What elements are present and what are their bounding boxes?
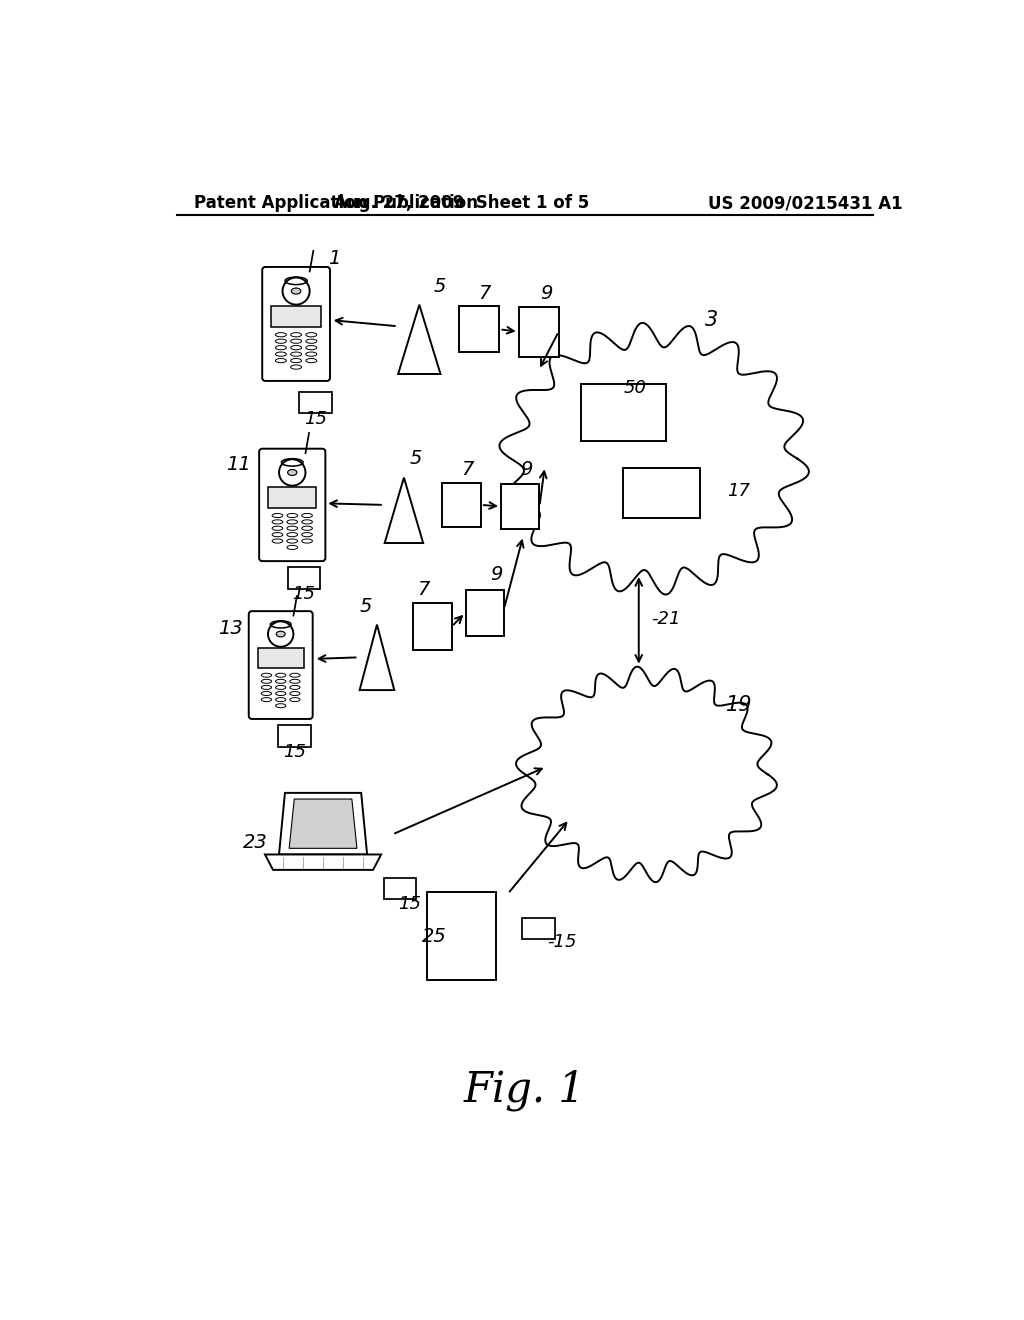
- Text: -15: -15: [547, 933, 577, 952]
- Text: 9: 9: [541, 284, 553, 302]
- Polygon shape: [279, 793, 367, 854]
- Text: 19: 19: [726, 696, 752, 715]
- Ellipse shape: [292, 288, 301, 294]
- Text: 17: 17: [727, 482, 751, 500]
- Text: 1: 1: [329, 249, 341, 268]
- FancyBboxPatch shape: [262, 267, 330, 381]
- Bar: [271, 306, 321, 327]
- Text: -21: -21: [651, 610, 681, 628]
- Text: 15: 15: [304, 409, 327, 428]
- Polygon shape: [516, 667, 777, 882]
- Bar: [268, 487, 316, 508]
- Bar: [624, 469, 700, 519]
- Bar: [279, 725, 310, 747]
- Bar: [427, 892, 497, 981]
- Bar: [299, 392, 332, 413]
- Text: 9: 9: [490, 565, 503, 583]
- Text: 50: 50: [624, 379, 646, 397]
- Bar: [522, 917, 555, 940]
- Bar: [501, 484, 540, 529]
- Bar: [518, 306, 559, 356]
- Text: 11: 11: [226, 455, 251, 474]
- Bar: [384, 878, 416, 899]
- FancyBboxPatch shape: [259, 449, 326, 561]
- Text: 15: 15: [397, 895, 421, 912]
- Text: 25: 25: [422, 927, 447, 945]
- Ellipse shape: [288, 470, 297, 475]
- Text: 23: 23: [243, 833, 267, 851]
- Text: 5: 5: [359, 597, 372, 616]
- Text: 13: 13: [218, 619, 243, 638]
- Text: 5: 5: [410, 449, 422, 469]
- FancyBboxPatch shape: [249, 611, 312, 719]
- Bar: [581, 384, 666, 441]
- Text: 5: 5: [434, 277, 446, 297]
- Text: 3: 3: [706, 310, 719, 330]
- Bar: [288, 568, 319, 589]
- Text: 15: 15: [292, 585, 315, 603]
- Text: 7: 7: [461, 459, 473, 479]
- Bar: [258, 648, 304, 668]
- Polygon shape: [289, 799, 357, 849]
- Text: 7: 7: [417, 579, 429, 599]
- Ellipse shape: [276, 631, 285, 638]
- Text: 7: 7: [478, 284, 490, 302]
- Polygon shape: [265, 854, 381, 870]
- Text: Fig. 1: Fig. 1: [464, 1069, 586, 1111]
- Text: Patent Application Publication: Patent Application Publication: [194, 194, 478, 213]
- Bar: [466, 590, 504, 636]
- Text: Aug. 27, 2009  Sheet 1 of 5: Aug. 27, 2009 Sheet 1 of 5: [334, 194, 589, 213]
- Bar: [460, 306, 500, 352]
- Polygon shape: [500, 323, 809, 594]
- Text: 15: 15: [283, 743, 306, 762]
- Bar: [442, 483, 481, 527]
- Text: US 2009/0215431 A1: US 2009/0215431 A1: [708, 194, 903, 213]
- Text: 9: 9: [520, 459, 532, 479]
- Bar: [413, 603, 452, 649]
